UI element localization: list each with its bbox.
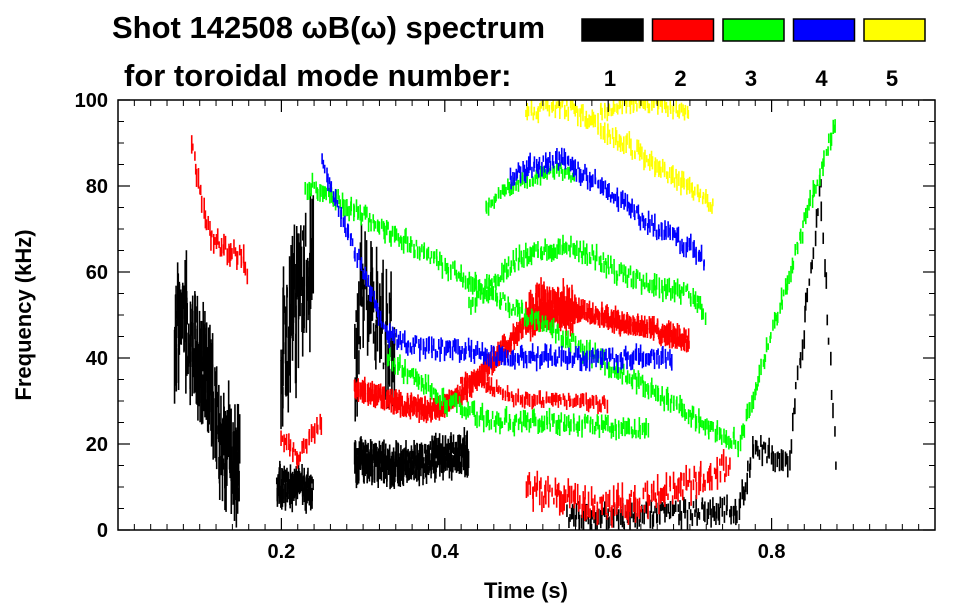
chart-title-line2: for toroidal mode number: (124, 58, 512, 93)
series-mode-2 (460, 370, 609, 415)
series-mode-3 (304, 119, 836, 458)
series-mode-1 (353, 427, 470, 490)
legend-swatch-mode-5 (863, 18, 926, 42)
y-tick-label: 40 (86, 348, 108, 370)
series-mode-1 (354, 223, 396, 422)
legend-label-mode-3: 3 (745, 66, 757, 91)
legend-swatch-mode-3 (722, 18, 785, 42)
x-tick-label: 0.8 (758, 541, 786, 563)
legend-label-mode-2: 2 (674, 66, 686, 91)
series-mode-1 (275, 460, 314, 514)
x-tick-label: 0.2 (267, 541, 295, 563)
series-mode-2 (525, 449, 731, 528)
legend-label-mode-5: 5 (886, 66, 898, 91)
series-mode-1 (566, 179, 837, 530)
series-mode-1 (280, 193, 315, 430)
series-mode-2 (525, 277, 576, 342)
series-mode-2 (280, 413, 323, 469)
series-mode-4 (321, 153, 673, 374)
legend-swatch-mode-2 (651, 18, 715, 42)
data-layer (173, 100, 837, 530)
series-mode-5 (599, 100, 690, 122)
x-axis-title: Time (s) (484, 578, 568, 603)
axis-ticks: 0.2 0.4 0.6 0.8 0 20 40 60 80 100 (75, 90, 935, 563)
chart-title-line1: Shot 142508 ωB(ω) spectrum (112, 10, 545, 45)
legend: 1 2 3 4 5 (581, 18, 926, 91)
y-tick-label: 0 (97, 520, 108, 542)
y-tick-label: 20 (86, 434, 108, 456)
plot-area: 0.2 0.4 0.6 0.8 0 20 40 60 80 100 (75, 90, 936, 563)
series-mode-3 (386, 346, 650, 441)
legend-label-mode-4: 4 (815, 66, 828, 91)
x-tick-label: 0.6 (594, 541, 622, 563)
y-tick-label: 80 (86, 176, 108, 198)
series-mode-3 (468, 234, 707, 326)
legend-swatch-mode-4 (792, 18, 856, 42)
series-mode-2 (190, 135, 249, 285)
x-tick-label: 0.4 (431, 541, 460, 563)
series-mode-4 (509, 147, 705, 271)
legend-label-mode-1: 1 (604, 66, 616, 91)
series-mode-5 (525, 100, 714, 214)
legend-swatch-mode-1 (581, 18, 644, 42)
series-mode-1 (173, 250, 241, 528)
y-tick-label: 100 (75, 90, 108, 112)
y-tick-label: 60 (86, 262, 108, 284)
y-axis-title: Frequency (kHz) (11, 229, 36, 400)
